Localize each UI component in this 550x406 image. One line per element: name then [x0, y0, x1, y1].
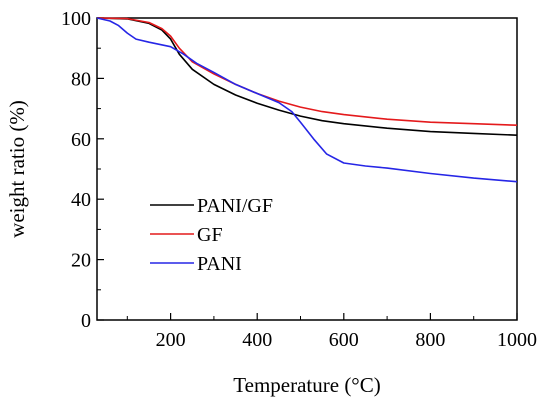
- series-lines: [96, 17, 518, 183]
- y-tick-label: 60: [71, 129, 91, 151]
- y-axis-label: weight ratio (%): [5, 100, 29, 238]
- x-tick-label: 200: [156, 329, 186, 351]
- y-tick-label: 100: [61, 8, 91, 30]
- legend: PANI/GF GF PANI: [150, 195, 273, 275]
- y-tick-label: 40: [71, 189, 91, 211]
- legend-label: GF: [197, 224, 223, 246]
- x-tick-label: 800: [415, 329, 445, 351]
- tick-marks: [97, 17, 518, 321]
- x-tick-label: 400: [242, 329, 272, 351]
- legend-label: PANI/GF: [197, 195, 273, 217]
- series-line-pani-gf: [96, 17, 518, 136]
- plot-frame: [96, 17, 518, 321]
- x-tick-label: 600: [329, 329, 359, 351]
- tick-labels: 200 400 600 800 1000 0 20 40 60 80 100: [61, 8, 537, 351]
- y-tick-label: 20: [71, 250, 91, 272]
- y-tick-label: 80: [71, 68, 91, 90]
- y-tick-label: 0: [81, 310, 91, 332]
- x-axis-label: Temperature (°C): [233, 373, 380, 397]
- series-line-pani: [96, 17, 518, 183]
- x-tick-label: 1000: [497, 329, 537, 351]
- legend-label: PANI: [197, 253, 242, 275]
- series-line-gf: [96, 17, 518, 126]
